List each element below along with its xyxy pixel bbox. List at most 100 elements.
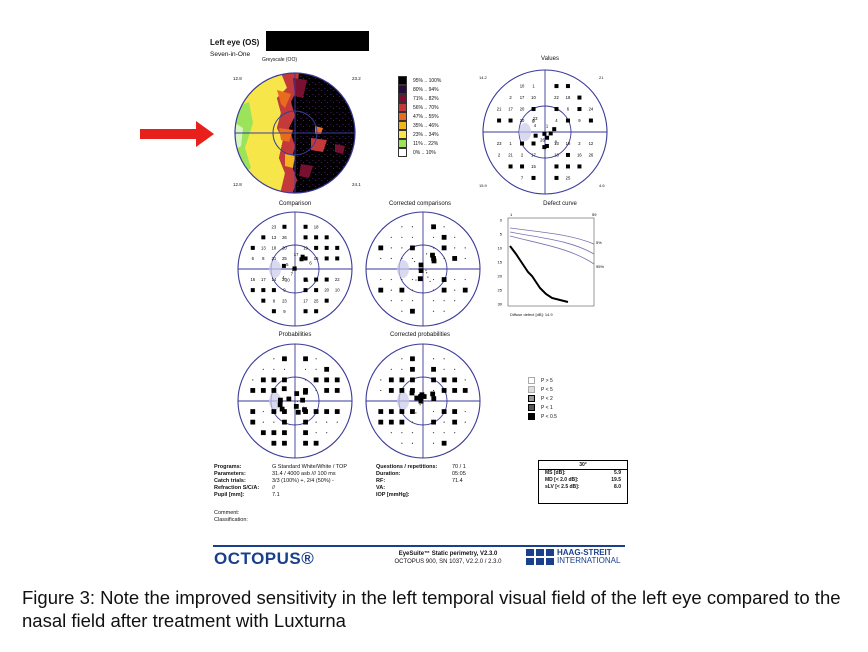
defect-square (542, 131, 547, 136)
threshold-value: 25 (314, 298, 319, 303)
index-label: sLV [< 2.5 dB]: (545, 484, 580, 490)
defect-square (277, 397, 283, 403)
threshold-value: 9 (283, 309, 286, 314)
threshold-value: 16 (577, 153, 582, 158)
defect-square (418, 394, 424, 399)
defect-square (431, 258, 437, 264)
threshold-value: 6 (252, 256, 255, 261)
defect-square (324, 277, 329, 282)
normal-dot (464, 257, 466, 260)
probability-legend-label: P < 5 (541, 386, 553, 393)
info-label: Questions / repetitions: (376, 464, 438, 470)
defect-square (414, 395, 420, 401)
global-index-row: MS [dB]: 5.9 (539, 470, 627, 477)
defect-y-tick: 0 (500, 218, 503, 223)
normal-dot (262, 410, 264, 413)
normal-dot (419, 404, 421, 406)
normal-dot (415, 279, 417, 281)
defect-square (520, 164, 525, 169)
normal-dot (432, 410, 435, 413)
normal-dot (464, 421, 466, 423)
normal-dot (425, 269, 427, 271)
defect-square (295, 409, 301, 415)
threshold-value: 20 (324, 288, 329, 293)
threshold-value: 18 (272, 245, 277, 250)
defect-square (261, 288, 266, 293)
probability-legend-label: P > 5 (541, 377, 553, 384)
defect-square (303, 430, 308, 436)
defect-square (271, 288, 276, 293)
normal-dot (454, 289, 456, 291)
threshold-value: 12 (589, 141, 594, 146)
normal-dot (252, 379, 254, 381)
threshold-value: 13 (272, 235, 277, 240)
threshold-value: 0 (532, 118, 535, 123)
greyscale-swatch (398, 121, 407, 130)
haag-streit-mark-icon (526, 549, 554, 565)
threshold-value: 9 (578, 118, 581, 123)
defect-square (441, 287, 447, 293)
greyscale-swatch (398, 85, 407, 94)
normal-dot (432, 442, 435, 444)
normal-dot (432, 247, 435, 249)
defect-square (418, 268, 424, 273)
defect-square (410, 356, 415, 362)
threshold-value: 13 (554, 141, 559, 146)
probability-legend-label: P < 2 (541, 395, 553, 402)
defect-square (508, 164, 513, 169)
defect-square (314, 235, 319, 240)
defect-label-5: 5% (596, 240, 602, 245)
corrected-comparisons-title: Corrected comparisons (388, 201, 452, 207)
greyscale-tl-label: 12.8 (233, 76, 242, 81)
defect-square (399, 409, 405, 414)
greyscale-legend-item: 11% .. 22% (398, 139, 441, 148)
normal-dot (464, 410, 466, 413)
blind-spot (519, 123, 531, 141)
defect-square (294, 391, 300, 396)
probability-legend-label: P < 1 (541, 404, 553, 411)
normal-dot (390, 432, 392, 434)
normal-dot (432, 300, 435, 302)
values-br-label: 4.6 (599, 183, 605, 188)
probability-swatch (528, 386, 535, 393)
comment-block: Comment: Classification: (214, 510, 248, 524)
info-label: VA: (376, 485, 386, 491)
defect-square (314, 288, 319, 293)
defect-square (261, 298, 266, 303)
normal-dot (411, 421, 414, 423)
blind-spot (397, 260, 409, 278)
threshold-value: 5 (286, 262, 289, 267)
threshold-value: 18 (554, 153, 559, 158)
normal-dot (411, 226, 414, 228)
normal-dot (454, 247, 456, 249)
defect-curve-frame (507, 217, 595, 307)
threshold-value: 15 (314, 256, 319, 261)
global-index-row: MD [< 2.0 dB]: 19.5 (539, 477, 627, 484)
defect-square (497, 118, 502, 123)
threshold-value: 8 (555, 139, 558, 144)
defect-square (286, 396, 292, 402)
defect-square (431, 256, 436, 261)
values-tr-label: 21 (599, 75, 604, 80)
defect-square (303, 356, 308, 362)
defect-square (399, 377, 405, 383)
normal-dot (443, 310, 445, 312)
defect-square (324, 298, 329, 303)
octopus-logo: OCTOPUS® (214, 549, 315, 568)
threshold-value: 10 (531, 95, 536, 100)
normal-dot (303, 406, 305, 408)
normal-dot (432, 432, 435, 434)
normal-dot (390, 300, 392, 302)
normal-dot (315, 421, 317, 423)
threshold-value: 22 (335, 277, 340, 282)
normal-dot (429, 280, 431, 283)
normal-dot (283, 368, 286, 370)
probability-legend-item: P < 5 (528, 385, 557, 394)
normal-dot (297, 400, 299, 402)
threshold-value: 14 (272, 277, 277, 282)
normal-dot (380, 389, 382, 392)
values-bl-label: 15.9 (479, 183, 487, 188)
defect-square (554, 175, 559, 180)
defect-square (565, 84, 570, 89)
